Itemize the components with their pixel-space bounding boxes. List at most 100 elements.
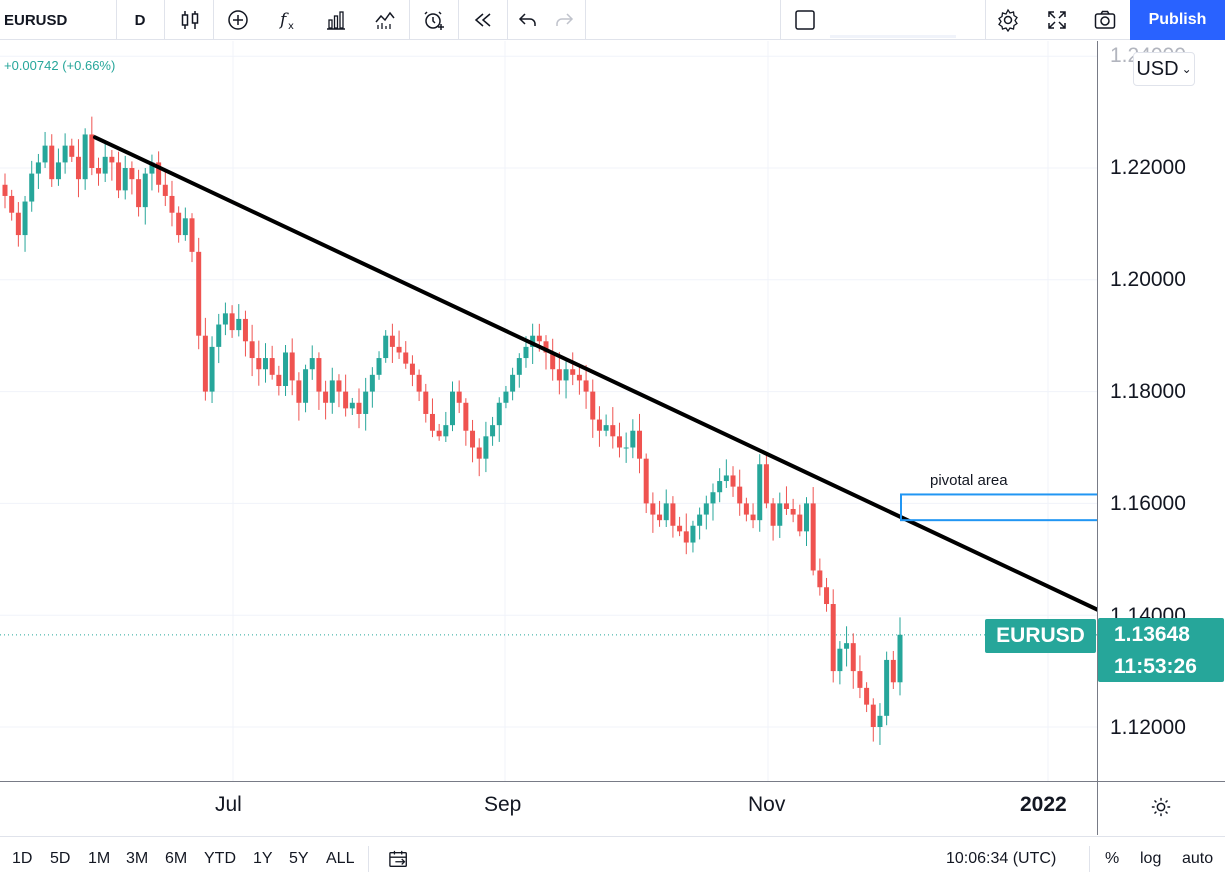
time-label-year: 2022 (1020, 793, 1067, 816)
alert-icon[interactable] (414, 0, 454, 40)
candle-body (49, 145, 55, 180)
date-range-icon[interactable] (388, 849, 410, 874)
candle-body (129, 168, 135, 180)
candle-body (536, 335, 542, 342)
candle-body (62, 145, 68, 163)
candle-body (803, 503, 809, 532)
candle-body (82, 134, 88, 180)
candle-body (763, 464, 769, 504)
candle-body (523, 346, 529, 359)
candle-body (109, 156, 115, 163)
range-ytd-button[interactable]: YTD (204, 850, 236, 867)
candle-body (29, 173, 35, 202)
candle-body (717, 481, 723, 493)
range-5y-button[interactable]: 5Y (289, 850, 309, 867)
candle-body (242, 318, 248, 342)
candle-body (850, 643, 856, 672)
candle-body (249, 341, 255, 359)
candle-body (136, 179, 142, 208)
candle-body (550, 352, 556, 370)
candle-body (824, 587, 830, 605)
scale-settings-icon[interactable] (1150, 796, 1172, 824)
layout-name-field[interactable] (830, 4, 956, 38)
compare-icon[interactable] (365, 0, 405, 40)
time-scale[interactable] (0, 781, 1225, 835)
replay-icon[interactable] (463, 0, 503, 40)
add-indicator-icon[interactable] (218, 0, 258, 40)
symbol-search[interactable]: EURUSD (4, 11, 68, 29)
candles-icon[interactable] (170, 0, 210, 40)
candle-body (9, 195, 15, 213)
price-tick: 1.20000 (1110, 268, 1186, 291)
publish-button[interactable]: Publish (1130, 0, 1225, 40)
candle-body (830, 604, 836, 672)
price-tick: 1.12000 (1110, 716, 1186, 739)
candle-body (149, 162, 155, 174)
range-1y-button[interactable]: 1Y (253, 850, 273, 867)
candle-body (817, 570, 823, 588)
candle-body (336, 380, 342, 392)
range-1d-button[interactable]: 1D (12, 850, 33, 867)
candle-body (189, 218, 195, 252)
candle-body (884, 659, 890, 716)
candle-body (316, 358, 322, 392)
undo-icon[interactable] (510, 0, 546, 40)
fullscreen-icon[interactable] (1037, 0, 1077, 40)
candle-body (349, 402, 355, 409)
candle-body (89, 134, 95, 168)
range-1m-button[interactable]: 1M (88, 850, 111, 867)
candle-body (503, 391, 509, 403)
candle-body (844, 643, 850, 649)
candle-body (116, 162, 122, 191)
candle-body (229, 313, 235, 331)
redo-icon[interactable] (546, 0, 582, 40)
candle-body (262, 358, 268, 370)
price-tick: 1.18000 (1110, 380, 1186, 403)
candle-body (75, 156, 81, 180)
interval-selector[interactable]: D (134, 11, 146, 29)
price-tick: 1.16000 (1110, 492, 1186, 515)
camera-icon[interactable] (1085, 0, 1125, 40)
auto-scale-toggle[interactable]: auto (1182, 850, 1214, 867)
candle-body (516, 358, 522, 375)
candle-body (196, 251, 202, 336)
candle-body (396, 346, 402, 353)
utc-clock[interactable]: 10:06:34 (UTC) (946, 850, 1057, 867)
currency-selector[interactable]: USD ⌄ (1133, 52, 1195, 86)
candle-body (176, 212, 182, 236)
candle-body (42, 145, 48, 163)
range-5d-button[interactable]: 5D (50, 850, 71, 867)
log-scale-toggle[interactable]: log (1140, 850, 1162, 867)
price-chart[interactable] (0, 41, 1097, 781)
pivotal-area-label[interactable]: pivotal area (930, 472, 1008, 489)
price-tick: 1.22000 (1110, 156, 1186, 179)
candle-body (222, 313, 228, 325)
percent-scale-toggle[interactable]: % (1105, 850, 1120, 867)
candle-body (563, 369, 569, 381)
candle-body (616, 436, 622, 448)
candle-body (723, 475, 729, 482)
range-6m-button[interactable]: 6M (165, 850, 188, 867)
candle-body (369, 374, 375, 392)
candle-body (443, 425, 449, 437)
candle-body (556, 369, 562, 381)
range-all-button[interactable]: ALL (326, 850, 355, 867)
candle-body (596, 419, 602, 431)
bars-icon[interactable] (316, 0, 356, 40)
candle-body (683, 531, 689, 543)
currency-label: USD (1136, 57, 1179, 80)
layout-square-icon[interactable] (786, 0, 824, 40)
chart-pane[interactable] (0, 41, 1097, 781)
svg-text:f: f (278, 10, 289, 30)
trend-line (93, 135, 1097, 612)
candle-body (864, 687, 870, 705)
candle-body (276, 374, 282, 387)
chevron-down-icon: ⌄ (1181, 62, 1192, 76)
settings-icon[interactable] (988, 0, 1028, 40)
candle-body (837, 648, 843, 672)
candle-body (570, 369, 576, 375)
candle-body (256, 358, 262, 370)
price-scale[interactable] (1097, 41, 1225, 781)
range-3m-button[interactable]: 3M (126, 850, 149, 867)
